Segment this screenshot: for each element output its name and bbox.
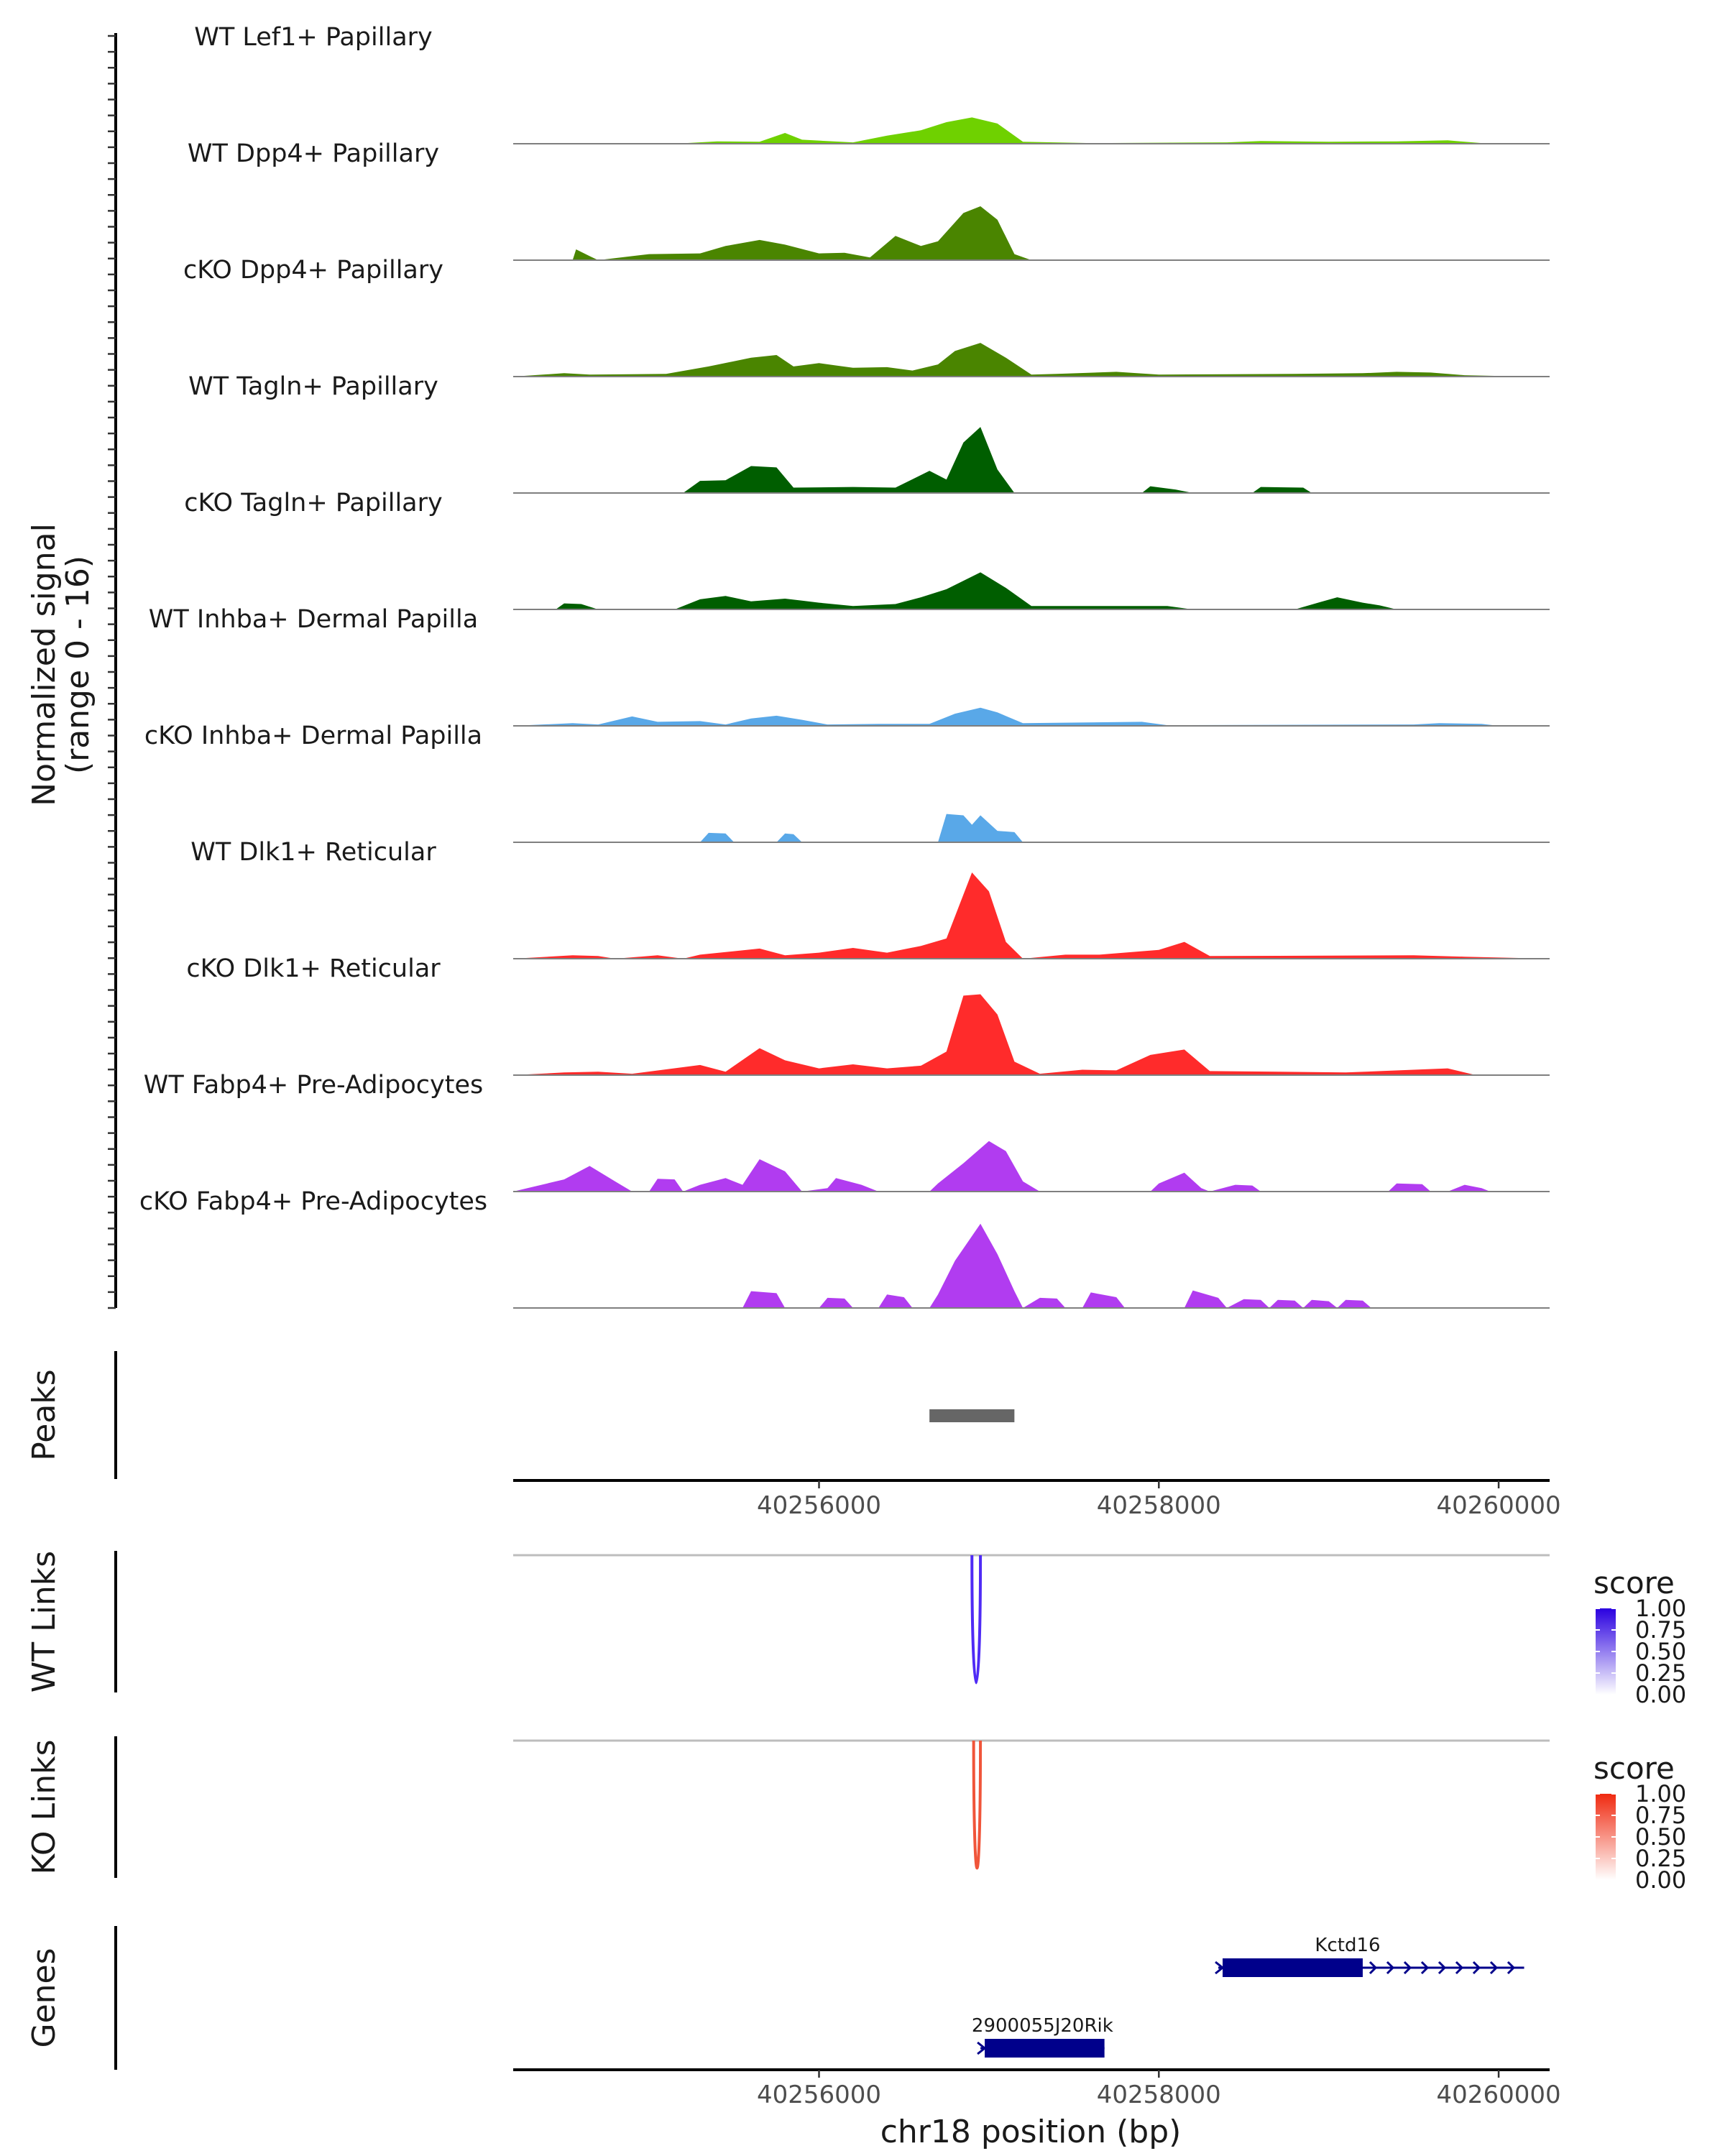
coverage-area	[513, 206, 1550, 260]
gene-exon	[1223, 1958, 1363, 1977]
coverage-track: WT Lef1+ Papillary	[194, 23, 1550, 144]
coverage-tracks: WT Lef1+ Papillary WT Dpp4+ Papillary cKO …	[139, 23, 1550, 1309]
peaks-label: Peaks	[26, 1369, 63, 1460]
gene-model: 2900055J20Rik	[972, 2015, 1113, 2058]
x-axis-label: chr18 position (bp)	[880, 2114, 1182, 2150]
x-tick-label: 40258000	[1097, 1491, 1221, 1520]
legend-tick-label: 0.50	[1635, 1823, 1686, 1851]
track-label: WT Dlk1+ Reticular	[190, 838, 436, 867]
coverage-track: WT Inhba+ Dermal Papilla	[149, 605, 1550, 727]
track-label: WT Dpp4+ Papillary	[188, 139, 439, 168]
link-panel-label: KO Links	[26, 1739, 63, 1874]
track-label: cKO Fabp4+ Pre-Adipocytes	[139, 1187, 487, 1216]
link-panel-label: WT Links	[26, 1551, 63, 1692]
strand-arrow	[1368, 1961, 1378, 1975]
track-label: cKO Tagln+ Papillary	[184, 489, 443, 517]
coverage-area	[513, 1223, 1550, 1308]
track-label: WT Fabp4+ Pre-Adipocytes	[144, 1071, 483, 1100]
gene-exon	[985, 2039, 1105, 2058]
coverage-track: WT Dlk1+ Reticular	[190, 838, 1550, 959]
peaks-panel: Peaks 40256000 40258000 40260000	[26, 1351, 1561, 1520]
track-label: cKO Inhba+ Dermal Papilla	[144, 722, 482, 750]
strand-arrow	[1386, 1961, 1395, 1975]
x-tick-label: 40258000	[1097, 2081, 1221, 2109]
genes-label: Genes	[26, 1948, 63, 2047]
strand-arrow	[1506, 1961, 1516, 1975]
strand-arrow	[1455, 1961, 1464, 1975]
coverage-y-axis	[108, 33, 117, 1309]
strand-arrow	[1472, 1961, 1481, 1975]
coverage-y-axis-label: Normalized signal	[26, 523, 63, 806]
legend-title: score	[1593, 1565, 1675, 1600]
strand-arrow	[1489, 1961, 1499, 1975]
strand-arrow	[1438, 1961, 1447, 1975]
strand-arrow	[1420, 1961, 1430, 1975]
link-arc	[970, 1554, 983, 1685]
legend-tick-label: 1.00	[1635, 1595, 1686, 1622]
legend-title: score	[1593, 1751, 1675, 1786]
x-tick-label: 40260000	[1437, 1491, 1561, 1520]
legend-tick-label: 1.00	[1635, 1780, 1686, 1807]
coverage-area	[513, 427, 1550, 493]
gene-label: Kctd16	[1315, 1935, 1380, 1956]
track-label: WT Tagln+ Papillary	[188, 372, 438, 401]
x-tick-label: 40256000	[757, 2081, 881, 2109]
legend-tick-label: 0.00	[1635, 1681, 1686, 1708]
coverage-track: cKO Dlk1+ Reticular	[186, 954, 1550, 1076]
genes-panel: Genes Kctd16 2900055J20Rik 40256000 402580…	[26, 1926, 1561, 2150]
coverage-track: cKO Inhba+ Dermal Papilla	[144, 722, 1550, 843]
coverage-track: cKO Dpp4+ Papillary	[183, 256, 1550, 377]
coverage-track: WT Fabp4+ Pre-Adipocytes	[144, 1071, 1550, 1192]
track-label: cKO Dlk1+ Reticular	[186, 954, 441, 983]
coverage-area	[513, 117, 1550, 144]
peak-region	[929, 1409, 1015, 1422]
coverage-area	[513, 1141, 1550, 1192]
strand-arrow	[977, 2041, 987, 2055]
legend-tick-label: 0.00	[1635, 1866, 1686, 1894]
track-label: cKO Dpp4+ Papillary	[183, 256, 443, 285]
x-axis-genes: 40256000 40258000 40260000	[513, 2068, 1561, 2109]
track-label: WT Inhba+ Dermal Papilla	[149, 605, 478, 634]
coverage-track: WT Tagln+ Papillary	[188, 372, 1550, 494]
coverage-area	[513, 707, 1550, 726]
coverage-track: cKO Fabp4+ Pre-Adipocytes	[139, 1187, 1550, 1309]
coverage-area	[513, 872, 1550, 959]
legend-tick-label: 0.25	[1635, 1659, 1686, 1687]
strand-arrow	[1215, 1961, 1225, 1975]
x-tick-label: 40260000	[1437, 2081, 1561, 2109]
coverage-y-axis-range: (range 0 - 16)	[60, 556, 96, 774]
coverage-area	[513, 994, 1550, 1075]
x-axis-peaks: 40256000 40258000 40260000	[513, 1479, 1561, 1520]
coverage-area	[513, 814, 1550, 842]
strand-arrow	[1403, 1961, 1412, 1975]
gene-model: Kctd16	[1215, 1935, 1524, 1977]
track-label: WT Lef1+ Papillary	[194, 23, 433, 52]
legend-tick-label: 0.50	[1635, 1638, 1686, 1665]
coverage-area	[513, 343, 1550, 377]
legend-tick-label: 0.25	[1635, 1845, 1686, 1872]
coverage-track: cKO Tagln+ Papillary	[184, 489, 1550, 610]
gene-label: 2900055J20Rik	[972, 2015, 1113, 2037]
coverage-area	[513, 572, 1550, 609]
x-tick-label: 40256000	[757, 1491, 881, 1520]
link-arc	[972, 1740, 983, 1870]
legend-tick-label: 0.75	[1635, 1802, 1686, 1829]
legend-tick-label: 0.75	[1635, 1616, 1686, 1644]
coverage-track: WT Dpp4+ Papillary	[188, 139, 1550, 261]
